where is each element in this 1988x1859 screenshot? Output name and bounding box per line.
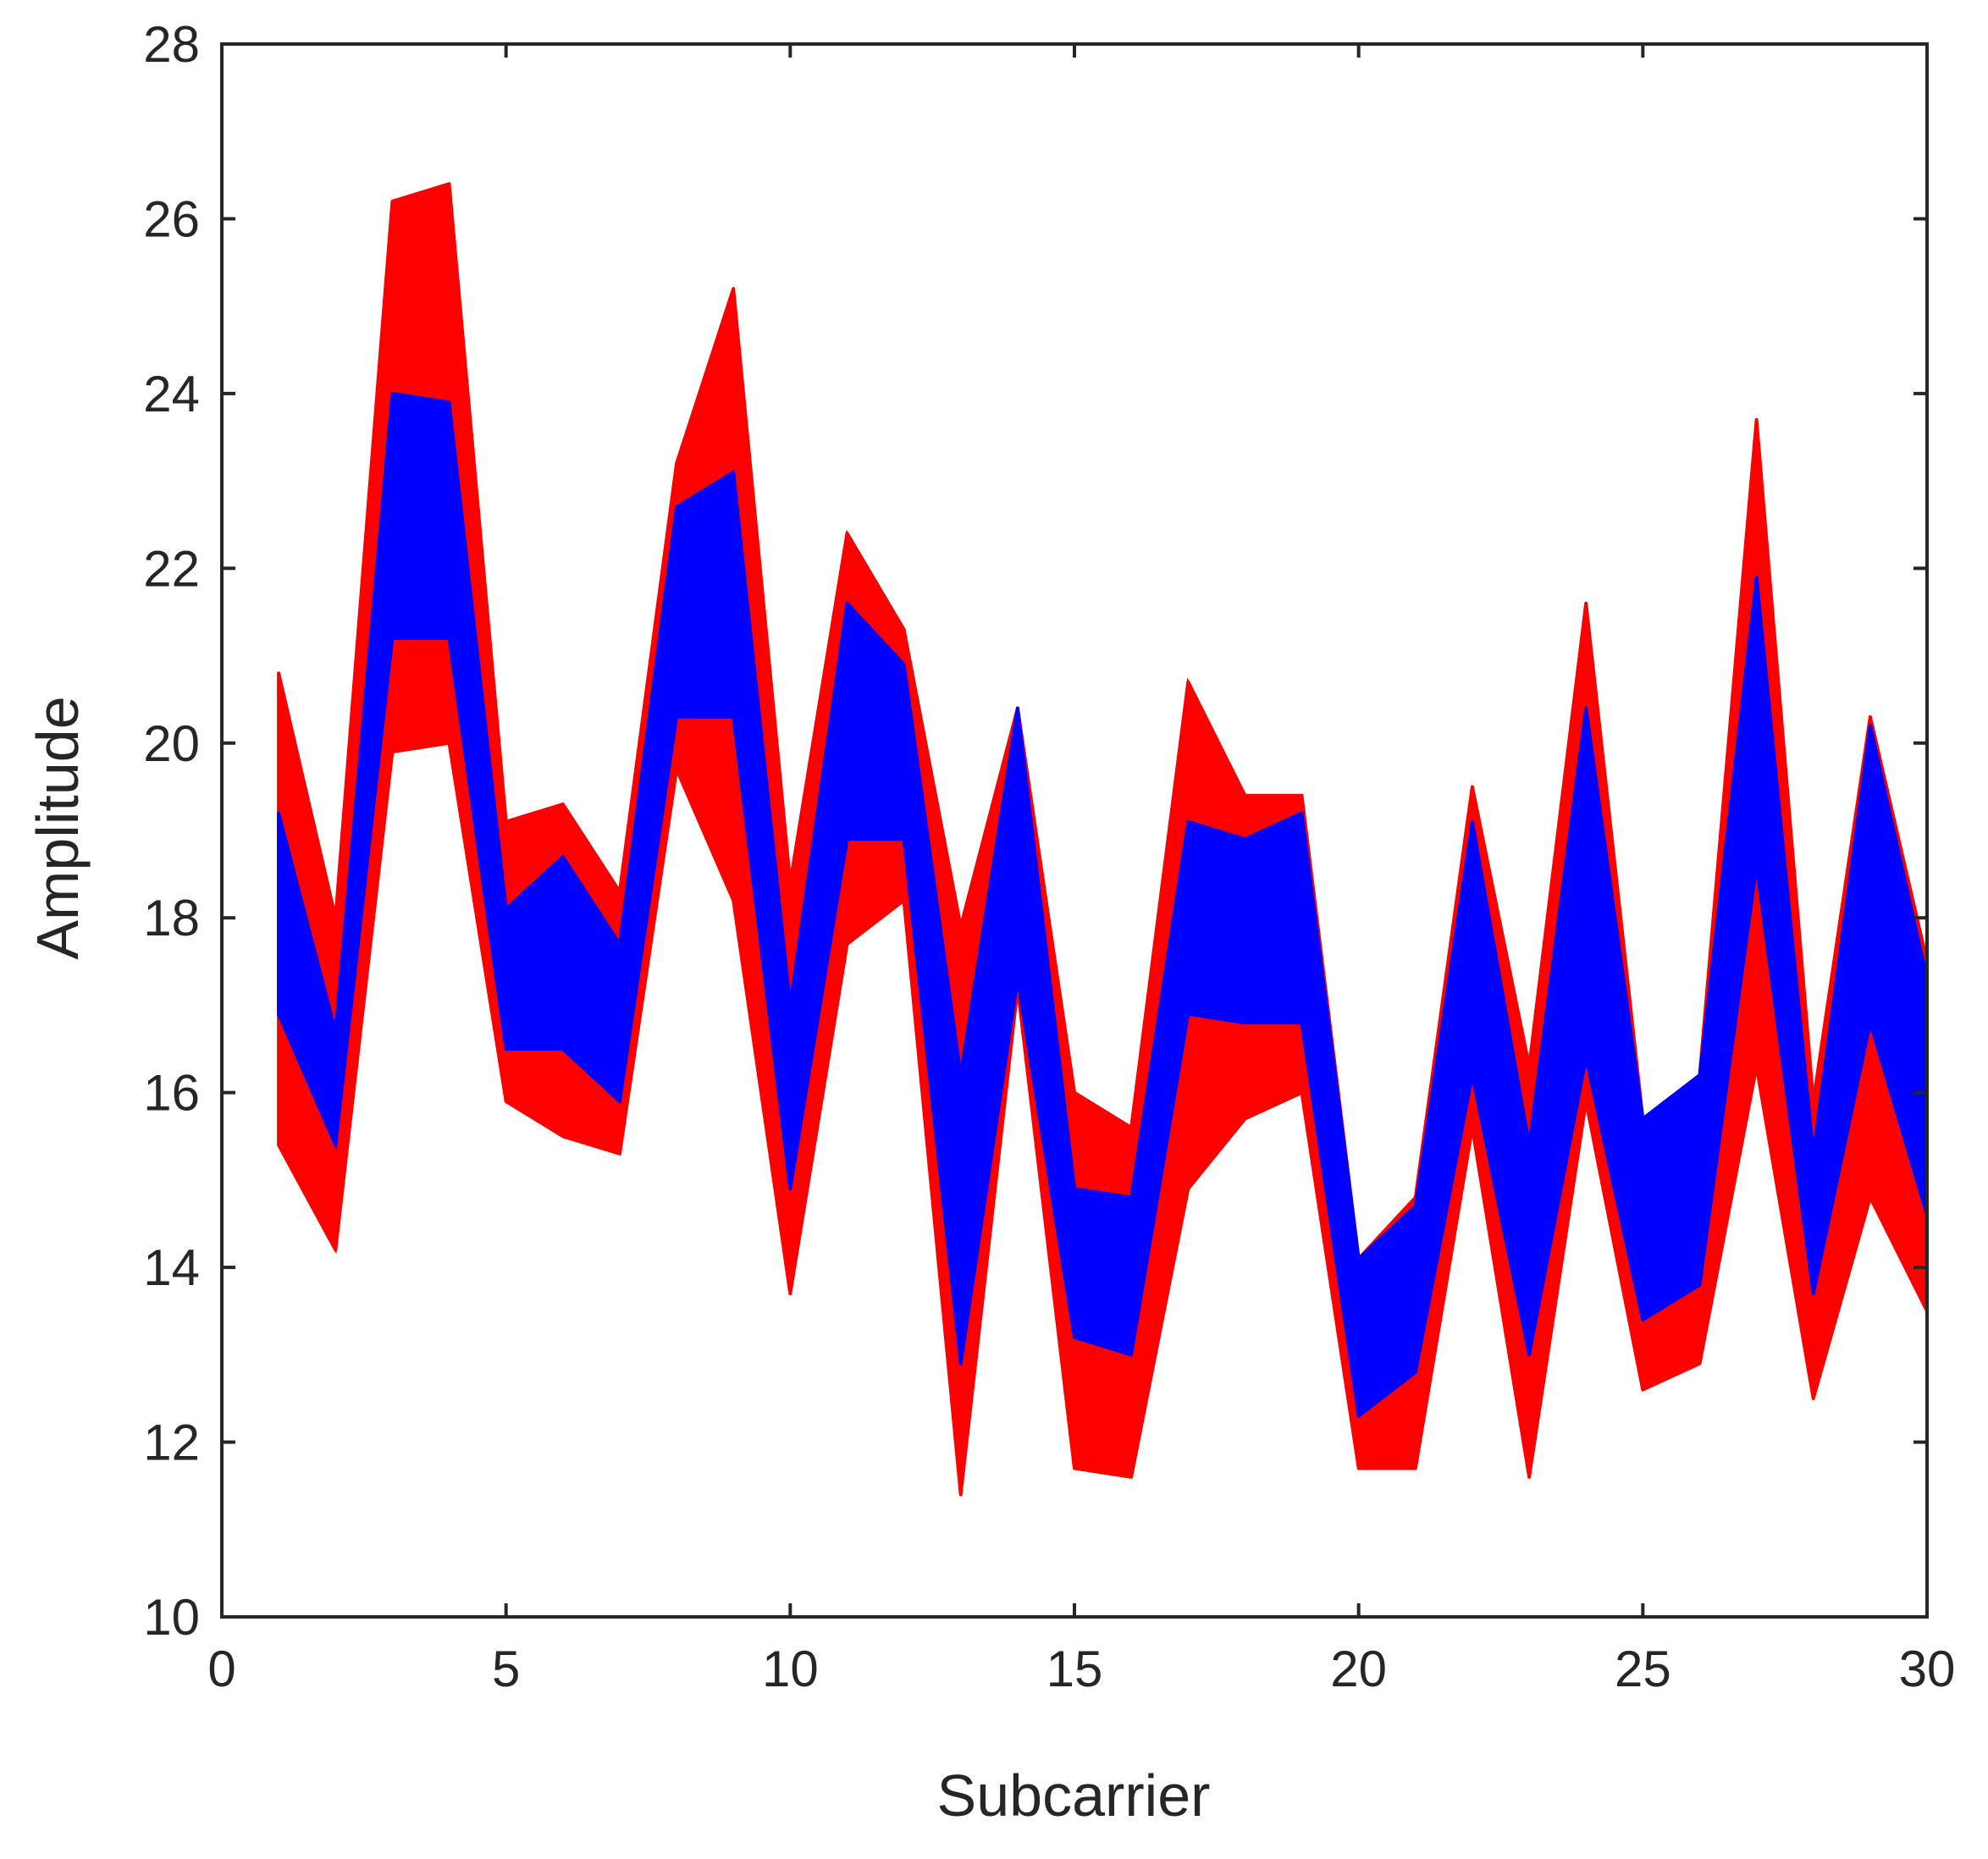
series-1-trace-2	[277, 392, 1929, 1261]
x-tick-label: 10	[762, 1641, 819, 1697]
y-tick-label: 24	[143, 366, 200, 422]
series-0-trace-0	[277, 742, 1929, 1495]
series-1-trace-0	[277, 637, 1929, 1419]
y-tick-label: 16	[143, 1065, 200, 1122]
y-tick-label: 26	[143, 190, 200, 247]
x-tick-label: 20	[1330, 1641, 1387, 1697]
y-tick-label: 18	[143, 890, 200, 946]
series-layer	[277, 182, 1929, 1497]
tick-labels: 0 5 10 15 20 25 30 10 12 14 16 18 20 22 24 26 28	[143, 16, 1955, 1697]
series-1	[277, 391, 1929, 1419]
x-tick-label: 15	[1046, 1641, 1103, 1697]
y-tick-label: 12	[143, 1415, 200, 1471]
x-tick-label: 25	[1615, 1641, 1671, 1697]
x-axis-label: Subcarrier	[937, 1762, 1211, 1829]
series-1-trace-1	[277, 514, 1929, 1340]
y-tick-label: 28	[143, 16, 200, 73]
axes-frame	[220, 42, 1929, 1619]
y-tick-label: 14	[143, 1239, 200, 1296]
y-tick-label: 10	[143, 1589, 200, 1646]
y-axis-label: Amplitude	[25, 696, 91, 959]
x-tick-label: 30	[1899, 1641, 1956, 1697]
y-tick-label: 20	[143, 715, 200, 772]
x-tick-label: 5	[492, 1641, 520, 1697]
series-1-band	[277, 391, 1929, 1418]
x-tick-label: 0	[207, 1641, 235, 1697]
y-tick-label: 22	[143, 540, 200, 597]
